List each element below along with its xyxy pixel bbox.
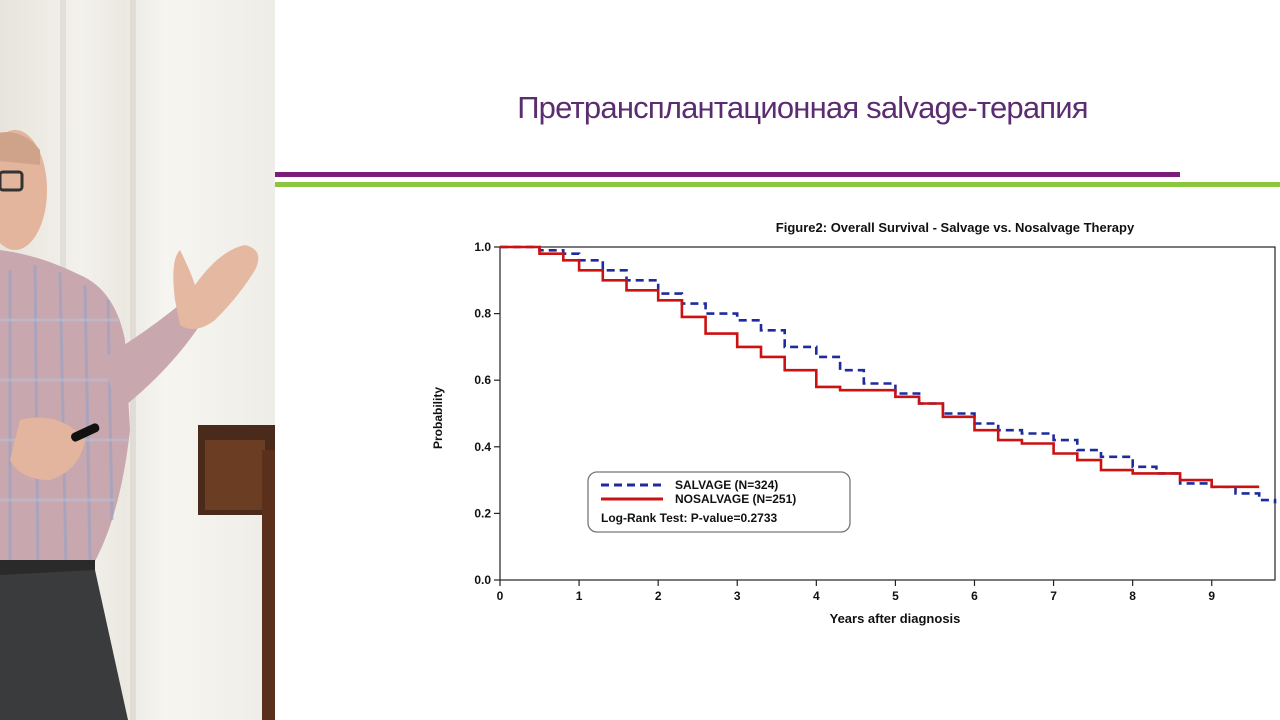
x-tick-label: 6	[971, 589, 978, 603]
chart-title: Figure2: Overall Survival - Salvage vs. …	[776, 220, 1135, 235]
legend-entry-salvage: SALVAGE (N=324)	[675, 478, 778, 492]
x-tick-label: 2	[655, 589, 662, 603]
clicker	[71, 423, 100, 442]
slide: Претрансплантационная salvage-терапия Fi…	[275, 0, 1280, 720]
series-line-nosalvage	[500, 245, 1260, 489]
series-line-salvage	[500, 245, 1277, 504]
podium-leg	[262, 450, 275, 720]
x-tick-label: 1	[576, 589, 583, 603]
trousers	[0, 570, 128, 720]
podium-panel	[205, 440, 265, 510]
legend-entry-nosalvage: NOSALVAGE (N=251)	[675, 492, 796, 506]
arm	[100, 300, 200, 410]
plot-frame	[499, 246, 1276, 581]
legend: SALVAGE (N=324) NOSALVAGE (N=251) Log-Ra…	[587, 471, 851, 533]
title-rule-green	[275, 182, 1280, 187]
glasses	[0, 170, 24, 192]
y-tick-label: 0.2	[474, 506, 491, 520]
title-rule-purple	[275, 172, 1180, 177]
hand-raised	[173, 245, 259, 329]
logrank-annotation: Log-Rank Test: P-value=0.2733	[601, 511, 778, 525]
y-tick-label: 1.0	[474, 240, 491, 254]
x-tick-label: 8	[1129, 589, 1136, 603]
presenter-figure	[0, 130, 275, 720]
y-axis-label: Probability	[431, 387, 445, 449]
y-tick-label: 0.4	[474, 440, 491, 454]
survival-chart: Figure2: Overall Survival - Salvage vs. …	[431, 220, 1277, 626]
y-tick-label: 0.6	[474, 373, 491, 387]
y-tick-label: 0.0	[474, 573, 491, 587]
x-tick-label: 0	[497, 589, 504, 603]
x-ticks: 0 1 2 3 4 5 6 7 8 9	[497, 580, 1215, 603]
slide-title: Претрансплантационная salvage-терапия	[517, 90, 1088, 125]
x-tick-label: 3	[734, 589, 741, 603]
hand-lower	[10, 417, 85, 480]
y-ticks: 0.0 0.2 0.4 0.6 0.8 1.0	[474, 240, 500, 587]
shirt	[0, 250, 130, 580]
x-tick-label: 7	[1050, 589, 1057, 603]
legend-box	[587, 471, 851, 533]
y-tick-label: 0.8	[474, 307, 491, 321]
presenter-video	[0, 0, 275, 720]
chart-axes	[499, 246, 1276, 581]
x-tick-label: 5	[892, 589, 899, 603]
chart-series	[500, 245, 1277, 504]
x-tick-label: 9	[1208, 589, 1215, 603]
x-tick-label: 4	[813, 589, 820, 603]
x-axis-label: Years after diagnosis	[830, 611, 961, 626]
